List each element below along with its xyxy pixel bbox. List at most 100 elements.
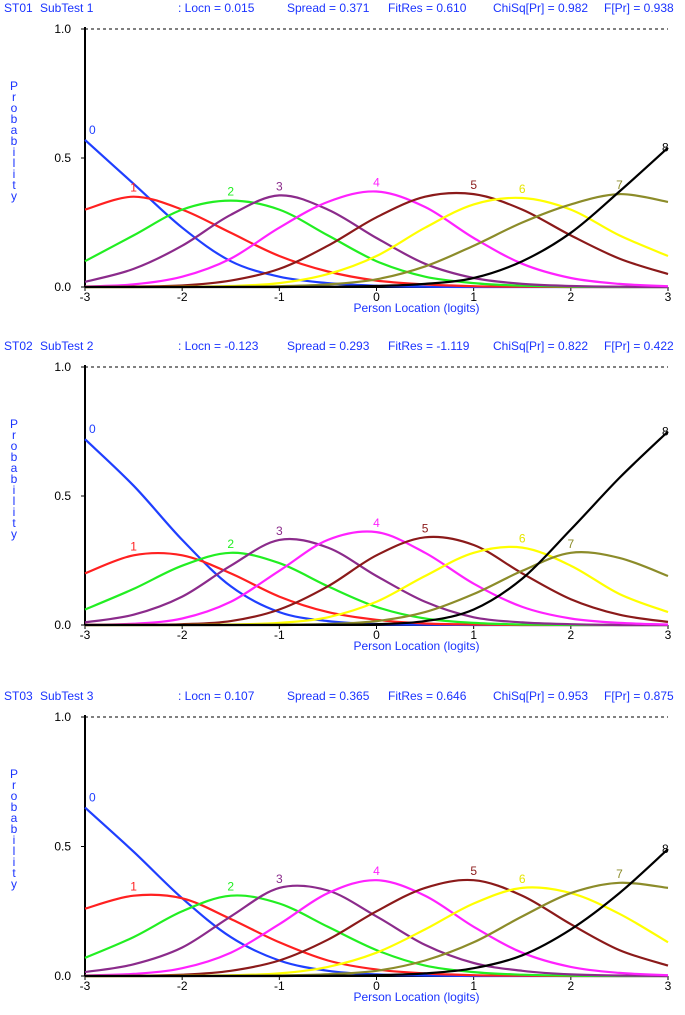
series-line-4 (84, 190, 669, 288)
fitres-stat: FitRes = -1.119 (388, 339, 470, 353)
series-label-7: 7 (616, 178, 623, 192)
series-label-2: 2 (227, 537, 234, 551)
series-line-1 (84, 551, 669, 627)
x-tick-label: -1 (274, 979, 285, 993)
y-tick-label: 0.0 (54, 280, 71, 294)
x-tick-label: 1 (470, 979, 477, 993)
x-axis-label: Person Location (logits) (353, 639, 479, 653)
locn-stat: : Locn = -0.123 (178, 339, 259, 353)
series-line-8 (85, 430, 669, 627)
x-tick-label: -3 (80, 979, 91, 993)
locn-stat: : Locn = 0.107 (178, 689, 255, 703)
series-label-6: 6 (519, 872, 526, 886)
fpr-stat: F[Pr] = 0.875 (604, 689, 674, 703)
x-tick-label: -2 (177, 628, 188, 642)
fpr-stat: F[Pr] = 0.938 (604, 1, 674, 15)
series-line-4 (84, 530, 669, 626)
chart-panel-2: ST02 SubTest 2 : Locn = -0.123 Spread = 0.2… (4, 339, 674, 653)
series-label-0: 0 (89, 791, 96, 805)
series-label-3: 3 (276, 179, 283, 193)
series-label-8: 8 (662, 425, 669, 439)
x-tick-label: 2 (567, 979, 574, 993)
x-tick-label: -3 (80, 290, 91, 304)
x-tick-label: -3 (80, 628, 91, 642)
spread-stat: Spread = 0.365 (287, 689, 370, 703)
subtest-name: SubTest 2 (40, 339, 94, 353)
x-tick-label: 0 (373, 979, 380, 993)
series-label-6: 6 (519, 182, 526, 196)
series-line-6 (85, 545, 669, 627)
x-tick-label: 3 (665, 290, 672, 304)
series-label-5: 5 (470, 178, 477, 192)
y-tick-label: 0.0 (54, 618, 71, 632)
series-line-5 (84, 535, 669, 627)
series-line-5 (84, 191, 669, 289)
x-tick-label: 1 (470, 628, 477, 642)
series-label-5: 5 (470, 864, 477, 878)
x-tick-label: -1 (274, 290, 285, 304)
series-label-3: 3 (276, 524, 283, 538)
series-line-3 (84, 537, 669, 627)
series-label-8: 8 (662, 842, 669, 856)
chisq-stat: ChiSq[Pr] = 0.982 (493, 1, 588, 15)
series-line-2 (84, 551, 669, 627)
series-label-4: 4 (373, 516, 380, 530)
series-line-8 (85, 848, 669, 978)
series-label-5: 5 (422, 521, 429, 535)
series-label-1: 1 (130, 181, 137, 195)
series-line-6 (85, 196, 669, 289)
series-line-6 (85, 886, 669, 978)
series-label-1: 1 (130, 539, 137, 553)
x-tick-label: -2 (177, 290, 188, 304)
fitres-stat: FitRes = 0.646 (388, 689, 467, 703)
subtest-id: ST02 (4, 339, 33, 353)
x-tick-label: -1 (274, 628, 285, 642)
series-label-4: 4 (373, 864, 380, 878)
y-tick-label: 0.5 (54, 489, 71, 503)
series-label-1: 1 (130, 880, 137, 894)
spread-stat: Spread = 0.371 (287, 1, 370, 15)
series-label-2: 2 (227, 880, 234, 894)
subtest-name: SubTest 1 (40, 1, 94, 15)
subtest-name: SubTest 3 (40, 689, 94, 703)
locn-stat: : Locn = 0.015 (178, 1, 255, 15)
x-tick-label: -2 (177, 979, 188, 993)
series-label-6: 6 (519, 532, 526, 546)
series-line-1 (84, 893, 668, 978)
x-tick-label: 1 (470, 290, 477, 304)
series-line-3 (84, 194, 669, 289)
y-tick-label: 1.0 (54, 22, 71, 36)
fpr-stat: F[Pr] = 0.422 (604, 339, 674, 353)
x-tick-label: 2 (567, 628, 574, 642)
series-line-1 (84, 195, 668, 289)
series-line-4 (84, 879, 669, 977)
chart-panel-1: ST01 SubTest 1 : Locn = 0.015 Spread = 0.37… (4, 1, 674, 315)
x-tick-label: 0 (373, 290, 380, 304)
series-label-7: 7 (567, 537, 574, 551)
series-label-0: 0 (89, 422, 96, 436)
y-tick-label: 1.0 (54, 360, 71, 374)
x-tick-label: 3 (665, 628, 672, 642)
chisq-stat: ChiSq[Pr] = 0.822 (493, 339, 588, 353)
series-label-4: 4 (373, 176, 380, 190)
subtest-id: ST01 (4, 1, 33, 15)
series-line-8 (85, 146, 669, 289)
chart-panel-3: ST03 SubTest 3 : Locn = 0.107 Spread = 0.36… (4, 689, 674, 1004)
series-line-7 (85, 551, 669, 627)
series-label-7: 7 (616, 867, 623, 881)
series-label-3: 3 (276, 872, 283, 886)
series-line-3 (84, 884, 669, 978)
fitres-stat: FitRes = 0.610 (388, 1, 467, 15)
x-tick-label: 3 (665, 979, 672, 993)
spread-stat: Spread = 0.293 (287, 339, 370, 353)
y-tick-label: 0.0 (54, 969, 71, 983)
y-tick-label: 0.5 (54, 151, 71, 165)
series-label-0: 0 (89, 123, 96, 137)
subtest-id: ST03 (4, 689, 33, 703)
series-line-5 (84, 878, 669, 978)
chisq-stat: ChiSq[Pr] = 0.953 (493, 689, 588, 703)
